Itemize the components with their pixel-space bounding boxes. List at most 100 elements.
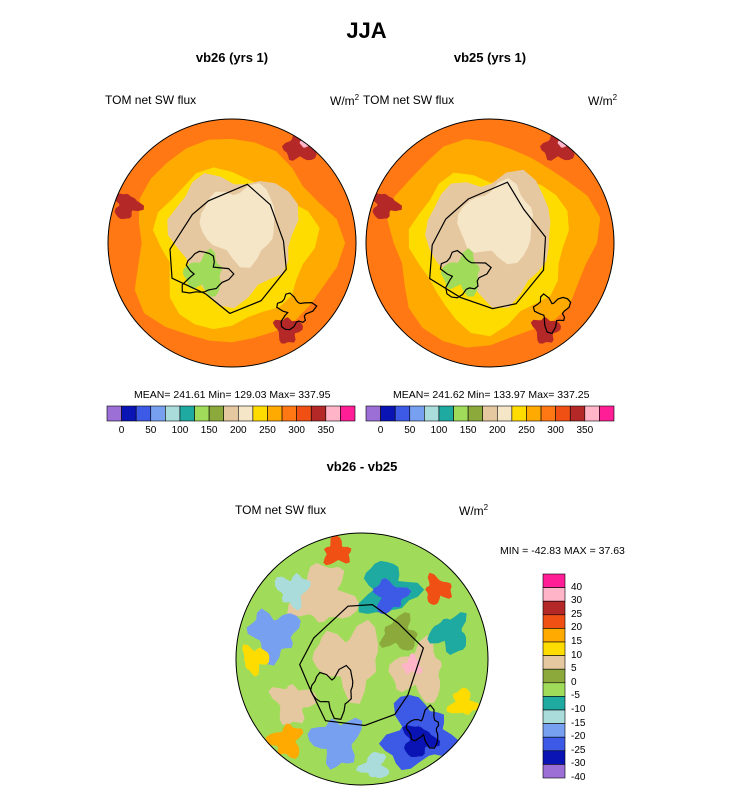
coastline-path xyxy=(429,181,547,310)
colorbar-swatch xyxy=(194,405,210,422)
map-border xyxy=(365,118,615,368)
colorbar-tick-label: 100 xyxy=(171,425,189,436)
high-flux-field xyxy=(371,192,402,219)
colorbar-tick-label: 40 xyxy=(571,581,583,593)
colorbar-tick-label: 250 xyxy=(518,425,535,436)
colorbar-tick-label: 250 xyxy=(259,425,276,436)
colorbar-tick-label: -40 xyxy=(571,772,586,783)
colorbar-swatch xyxy=(252,405,268,422)
colorbar-swatch xyxy=(281,405,297,422)
panel2-variable-label: TOM net SW flux xyxy=(363,93,455,107)
colorbar-tick-label: -10 xyxy=(571,704,586,715)
greenland-coast xyxy=(309,664,354,720)
colorbar-swatch xyxy=(106,405,122,422)
colorbar-swatch xyxy=(121,405,137,422)
panel2-map xyxy=(366,119,614,367)
colorbar-tick-label: 300 xyxy=(288,425,305,436)
colorbar-swatch xyxy=(542,668,566,684)
diff-field xyxy=(427,612,467,655)
panel1-title: vb26 (yrs 1) xyxy=(195,50,269,65)
map-border xyxy=(107,118,357,368)
map-field xyxy=(199,183,275,268)
colorbar-tick-label: -25 xyxy=(571,744,586,756)
diff-field xyxy=(268,684,317,725)
high-flux-field xyxy=(113,192,144,219)
colorbar-tick-label: 200 xyxy=(488,425,506,436)
colorbar-swatch xyxy=(542,600,566,616)
coastline xyxy=(299,603,440,749)
colorbar-swatch xyxy=(208,405,225,422)
colorbar-tick-label: -5 xyxy=(571,690,580,702)
diff-field xyxy=(323,535,352,566)
colorbar-tick-label: 30 xyxy=(571,595,583,607)
panel3-map xyxy=(236,533,488,785)
colorbar-tick-label: 15 xyxy=(571,636,583,647)
colorbar-swatch xyxy=(526,405,542,422)
colorbar-swatch xyxy=(542,696,566,711)
high-flux-field xyxy=(282,126,317,161)
map-field xyxy=(457,178,534,265)
colorbar-swatch xyxy=(438,405,454,422)
panel3-variable-label: TOM net SW flux xyxy=(235,503,327,517)
colorbar-tick-label: 150 xyxy=(200,425,218,436)
colorbar-swatch xyxy=(542,682,566,697)
panel3-units-text: W/m xyxy=(459,504,484,518)
colorbar-swatch xyxy=(542,573,566,588)
panel3-units: W/m2 xyxy=(459,503,488,518)
panel2-units-sup: 2 xyxy=(612,93,618,102)
colorbar-swatch xyxy=(237,405,254,422)
colorbar-tick-label: 100 xyxy=(430,425,448,436)
colorbar-tick-label: -15 xyxy=(571,717,586,729)
colorbar-swatch xyxy=(179,405,195,422)
panel1-units: W/m2 xyxy=(330,93,359,108)
colorbar-swatch xyxy=(542,750,566,765)
colorbar-tick-label: 5 xyxy=(571,663,577,675)
panel3-units-sup: 2 xyxy=(483,503,489,512)
colorbar-swatch xyxy=(542,723,566,738)
colorbar-tick-label: 50 xyxy=(404,425,416,436)
colorbar-swatch xyxy=(542,709,566,724)
panel3-stats: MIN = -42.83 MAX = 37.63 xyxy=(500,545,625,557)
diff-field xyxy=(312,619,379,704)
panel2-units-text: W/m xyxy=(588,94,613,108)
colorbar-swatch xyxy=(542,655,566,670)
coastline-path xyxy=(299,603,425,727)
greenland-field xyxy=(182,248,222,297)
colorbar-swatch xyxy=(365,405,381,422)
greenland-field xyxy=(440,248,480,297)
panel1-units-sup: 2 xyxy=(354,93,360,102)
panel2-title: vb25 (yrs 1) xyxy=(453,50,527,65)
panel2-stats: MEAN= 241.62 Min= 133.97 Max= 337.25 xyxy=(393,389,590,401)
colorbar-tick-label: 0 xyxy=(377,425,384,436)
scandinavia-coast xyxy=(405,704,440,749)
panel3-title: vb26 - vb25 xyxy=(326,459,398,474)
colorbar-swatch xyxy=(467,405,484,422)
colorbar-swatch xyxy=(569,405,586,422)
colorbar-swatch xyxy=(540,405,556,422)
colorbar-tick-label: 0 xyxy=(118,425,125,436)
colorbar-swatch xyxy=(223,405,239,422)
colorbar-swatch xyxy=(310,405,327,422)
diff-field xyxy=(274,573,311,611)
colorbar-tick-label: 0 xyxy=(571,676,577,688)
panel2-colorbar xyxy=(365,405,615,422)
colorbar-tick-label: 350 xyxy=(317,425,335,436)
colorbar-swatch xyxy=(296,405,312,422)
colorbar-swatch xyxy=(409,405,425,422)
diff-field xyxy=(265,723,304,759)
diff-field xyxy=(401,652,423,674)
colorbar-swatch xyxy=(380,405,396,422)
colorbar-swatch xyxy=(340,405,356,422)
diff-field xyxy=(246,608,301,666)
colorbar-swatch xyxy=(394,405,411,422)
diff-field xyxy=(425,572,453,605)
scandinavia-coast xyxy=(276,292,318,331)
colorbar-swatch xyxy=(542,641,566,656)
greenland-coast xyxy=(439,249,492,299)
panel3-colorbar xyxy=(542,573,566,779)
colorbar-swatch xyxy=(424,405,440,422)
diff-field xyxy=(402,724,440,757)
colorbar-swatch xyxy=(150,405,166,422)
diff-field xyxy=(307,717,363,770)
